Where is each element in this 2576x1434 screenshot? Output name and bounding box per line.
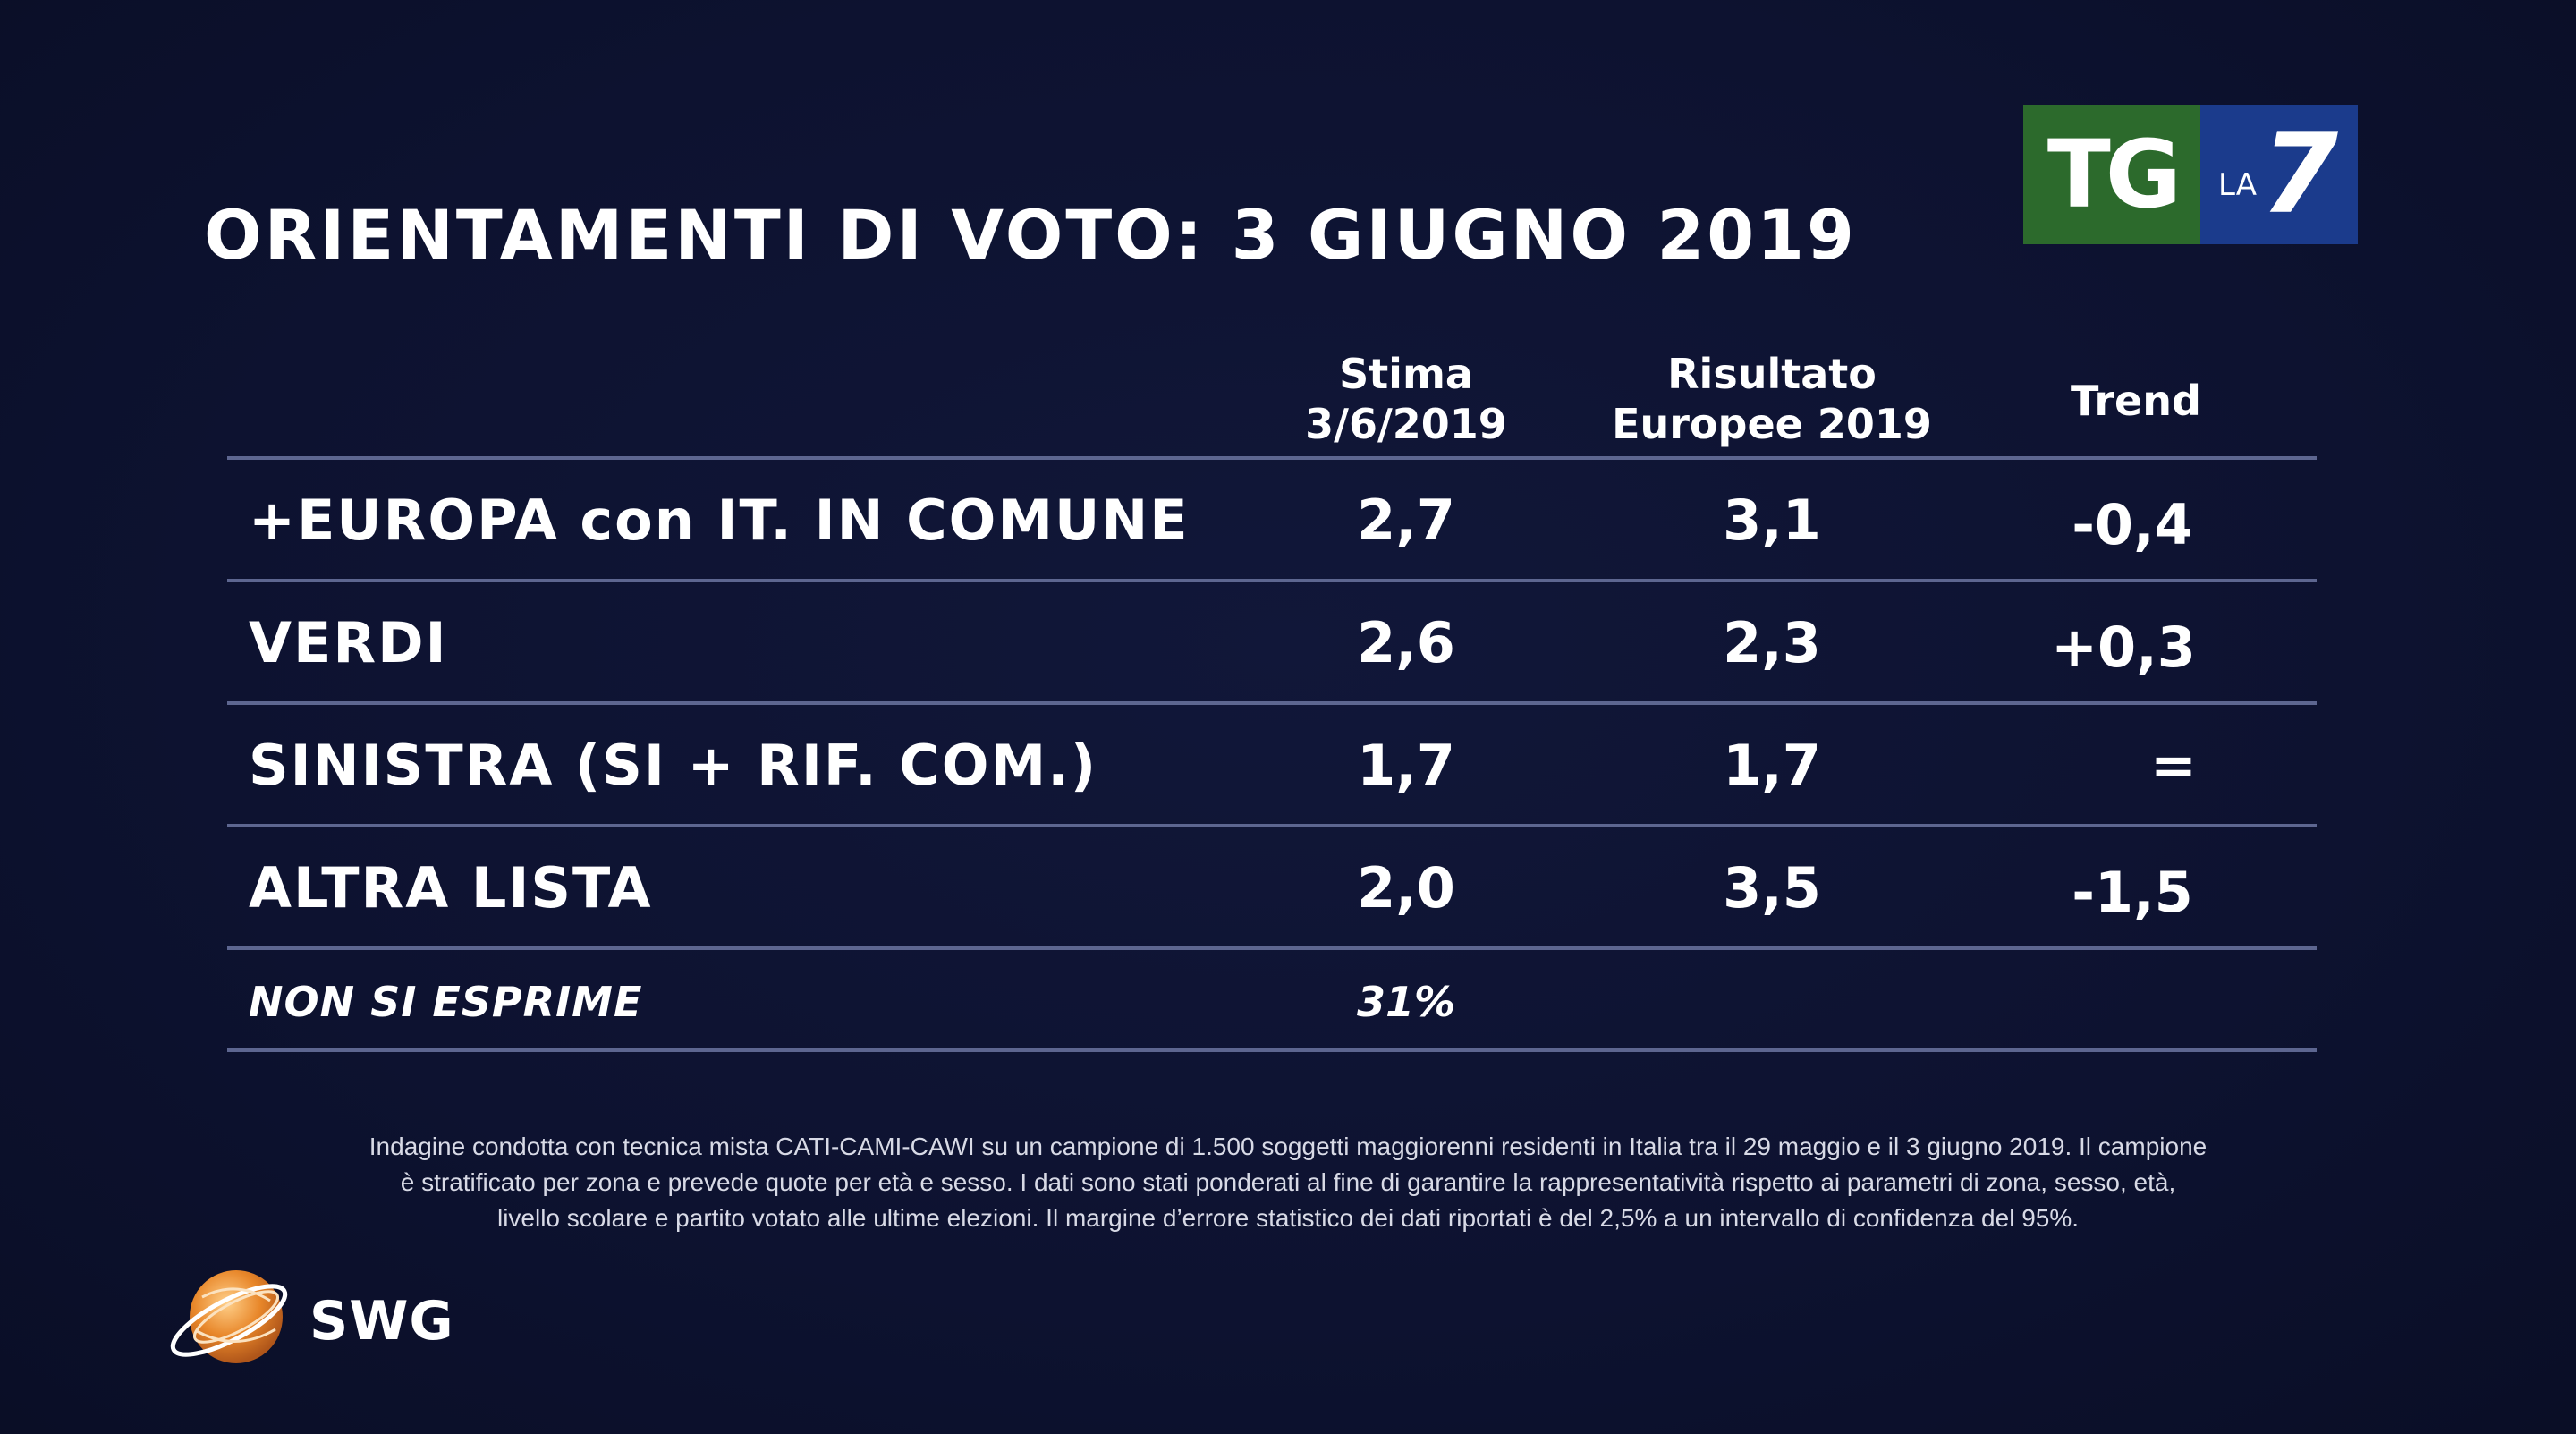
- column-header-trend-line1: Trend: [2071, 377, 2201, 425]
- cell-trend: +0,3: [2051, 615, 2196, 680]
- cell-risultato: 2,3: [1723, 610, 1821, 675]
- cell-trend: -0,4: [2072, 492, 2193, 557]
- footnote-line: livello scolare e partito votato alle ul…: [496, 1204, 2080, 1232]
- cell-risultato: 3,1: [1723, 488, 1821, 553]
- table-rule: [227, 946, 2317, 950]
- column-header-stima: Stima 3/6/2019: [1272, 349, 1540, 449]
- column-header-risultato-line2: Europee 2019: [1612, 400, 1932, 448]
- row-label: SINISTRA (SI + RIF. COM.): [249, 733, 1098, 798]
- row-label: +EUROPA con IT. IN COMUNE: [249, 488, 1190, 553]
- swg-logo-text: SWG: [309, 1290, 454, 1353]
- note-row-stima: 31%: [1356, 978, 1456, 1026]
- cell-stima: 2,7: [1357, 488, 1455, 553]
- row-label: VERDI: [249, 610, 448, 675]
- swg-logo: SWG: [166, 1261, 462, 1378]
- note-row-label: NON SI ESPRIME: [249, 978, 643, 1026]
- footnote-line: è stratificato per zona e prevede quote …: [400, 1168, 2176, 1196]
- cell-stima: 1,7: [1357, 733, 1455, 798]
- cell-stima: 2,0: [1357, 855, 1455, 921]
- table-rule: [227, 824, 2317, 827]
- seven-logo-text: 7: [2261, 110, 2339, 239]
- swg-globe-icon: [170, 1270, 288, 1363]
- cell-risultato: 3,5: [1723, 855, 1821, 921]
- methodology-footnote: Indagine condotta con tecnica mista CATI…: [179, 1129, 2397, 1236]
- page-title: ORIENTAMENTI DI VOTO: 3 GIUGNO 2019: [204, 195, 1857, 275]
- cell-trend: -1,5: [2072, 860, 2193, 925]
- column-header-risultato: Risultato Europee 2019: [1593, 349, 1951, 449]
- column-header-trend: Trend: [2002, 376, 2270, 426]
- column-header-risultato-line1: Risultato: [1667, 350, 1877, 398]
- table-rule-header: [227, 456, 2317, 460]
- tg-logo-block: TG: [2023, 105, 2200, 244]
- la-logo-text: LA: [2218, 167, 2257, 203]
- table-rule-bottom: [227, 1048, 2317, 1052]
- tg-la7-logo: TG LA 7: [2023, 105, 2358, 244]
- cell-trend: =: [2150, 733, 2197, 798]
- cell-risultato: 1,7: [1723, 733, 1821, 798]
- cell-stima: 2,6: [1357, 610, 1455, 675]
- la7-logo-block: LA 7: [2200, 105, 2358, 244]
- table-rule: [227, 701, 2317, 705]
- column-header-stima-line2: 3/6/2019: [1305, 400, 1507, 448]
- column-header-stima-line1: Stima: [1339, 350, 1473, 398]
- row-label: ALTRA LISTA: [249, 855, 653, 921]
- table-rule: [227, 579, 2317, 582]
- footnote-line: Indagine condotta con tecnica mista CATI…: [369, 1133, 2207, 1160]
